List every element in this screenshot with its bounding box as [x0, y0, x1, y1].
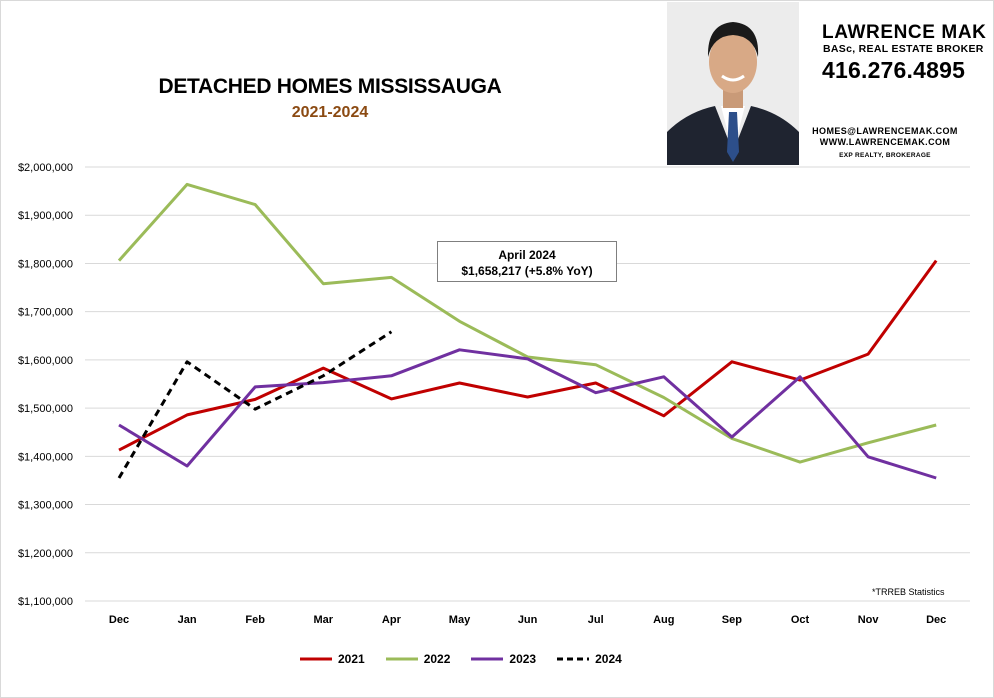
legend-swatch [385, 657, 418, 661]
agent-phone: 416.276.4895 [822, 57, 966, 83]
chart-title: DETACHED HOMES MISSISSAUGA [158, 75, 502, 98]
x-tick-label: Feb [245, 614, 265, 626]
x-tick-label: Dec [109, 614, 129, 626]
legend-swatch [557, 657, 590, 661]
source-footnote: *TRREB Statistics [872, 587, 945, 597]
legend-item-2021: 2021 [300, 652, 365, 666]
agent-brokerage: EXP REALTY, BROKERAGE [839, 152, 931, 159]
agent-name: LAWRENCE MAK [822, 22, 987, 43]
legend-swatch [300, 657, 332, 661]
callout-box: April 2024 $1,658,217 (+5.8% YoY) [437, 241, 617, 282]
y-tick-label: $1,500,000 [18, 403, 73, 415]
x-tick-label: Jan [178, 614, 197, 626]
x-tick-label: Oct [791, 614, 810, 626]
x-tick-label: May [449, 614, 471, 626]
legend-item-2024: 2024 [557, 652, 622, 666]
y-tick-label: $1,200,000 [18, 548, 73, 560]
chart-subtitle: 2021-2024 [291, 104, 369, 121]
legend-label: 2023 [509, 652, 537, 666]
gridlines [85, 166, 970, 602]
x-tick-label: Nov [858, 614, 880, 626]
y-tick-label: $1,100,000 [18, 596, 73, 608]
chart-legend: 2021 2022 2023 2024 [300, 650, 643, 668]
y-axis-tick-labels: $2,000,000 $1,900,000 $1,800,000 $1,700,000… [18, 162, 73, 608]
agent-photo [667, 2, 799, 165]
y-tick-label: $1,800,000 [18, 258, 73, 270]
x-tick-label: Jun [518, 614, 538, 626]
legend-item-2023: 2023 [471, 652, 536, 666]
legend-swatch [471, 657, 504, 661]
y-tick-label: $1,400,000 [18, 451, 73, 463]
series-line-2023 [118, 348, 937, 480]
y-tick-label: $1,900,000 [18, 210, 73, 222]
agent-website: WWW.LAWRENCEMAK.COM [819, 137, 951, 147]
series-lines [117, 182, 938, 480]
x-tick-label: Sep [722, 614, 742, 626]
x-tick-label: Mar [314, 614, 334, 626]
x-tick-label: Aug [653, 614, 674, 626]
agent-portrait-image [667, 2, 799, 165]
legend-item-2022: 2022 [385, 652, 451, 666]
callout-line-1: April 2024 [498, 248, 556, 262]
x-axis-tick-labels: Dec Jan Feb Mar Apr May Jun Jul Aug Sep Oct Nov Dec [109, 614, 946, 626]
series-line-2021 [118, 259, 938, 452]
y-tick-label: $1,700,000 [18, 307, 73, 319]
legend-label: 2024 [595, 652, 622, 666]
legend-label: 2021 [338, 652, 365, 666]
x-tick-label: Jul [588, 614, 604, 626]
agent-role: BASc, REAL ESTATE BROKER [823, 43, 984, 55]
y-tick-label: $1,300,000 [18, 500, 73, 512]
series-line-2024 [117, 330, 393, 479]
y-tick-label: $2,000,000 [18, 162, 73, 174]
series-line-2022 [117, 182, 937, 464]
y-tick-label: $1,600,000 [18, 355, 73, 367]
callout-line-2: $1,658,217 (+5.8% YoY) [461, 264, 593, 278]
x-tick-label: Dec [926, 614, 946, 626]
legend-label: 2022 [423, 652, 451, 666]
x-tick-label: Apr [382, 614, 402, 626]
agent-email: HOMES@LAWRENCEMAK.COM [812, 126, 958, 136]
